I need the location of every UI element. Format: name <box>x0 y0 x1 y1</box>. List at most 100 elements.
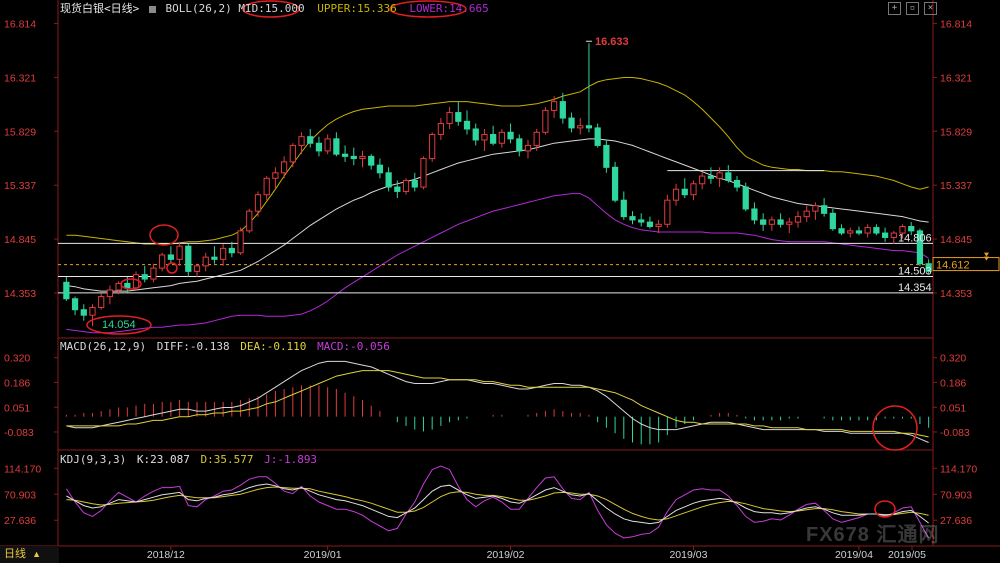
candle-down <box>611 166 619 201</box>
candle-up <box>272 172 279 179</box>
candle-down <box>455 112 462 122</box>
macd-dea-line <box>66 370 929 438</box>
candle-down <box>167 254 174 260</box>
price-tick-label-right: 15.829 <box>940 126 972 138</box>
candle-down <box>881 232 889 238</box>
candle-down <box>124 282 131 289</box>
candle-down <box>463 120 471 130</box>
candle-down <box>333 138 340 155</box>
macd-value: MACD:-0.056 <box>317 340 390 353</box>
kdj-k-line <box>66 483 929 525</box>
candle-up <box>115 282 122 291</box>
candle-up <box>254 194 262 212</box>
candle-down <box>472 128 479 141</box>
boll-mid: MID:15.000 <box>238 2 305 15</box>
candle-up <box>672 188 680 201</box>
candle-down <box>376 164 384 174</box>
pin-icon[interactable]: + <box>888 2 901 15</box>
candle-up <box>899 225 906 234</box>
candle-down <box>646 221 654 227</box>
candle-up <box>159 254 166 269</box>
candle-down <box>742 186 749 210</box>
candle-up <box>106 289 114 298</box>
macd-tick-label-left: 0.186 <box>4 377 30 389</box>
candle-down <box>228 247 235 254</box>
price-tag-arrow-icon <box>984 252 989 261</box>
kdj-k: K:23.087 <box>136 453 190 466</box>
kdj-j: J:-1.893 <box>264 453 318 466</box>
date-label: 2018/12 <box>147 549 185 561</box>
price-tick-label-left: 14.353 <box>4 288 36 300</box>
boll-lower-line <box>66 193 929 334</box>
date-label: 2019/02 <box>487 549 525 561</box>
boll-lower: LOWER:14.665 <box>409 2 489 15</box>
kdj-d: D:35.577 <box>200 453 254 466</box>
highlight-ellipse-lower <box>389 0 467 18</box>
window-controls: + ▫ × <box>888 2 937 15</box>
close-icon[interactable]: × <box>924 2 937 15</box>
candle-up <box>420 158 427 188</box>
period-selector[interactable]: 日线 ▲ <box>0 546 59 563</box>
price-tick-label-left: 15.337 <box>4 180 36 192</box>
price-tick-label-left: 14.845 <box>4 234 36 246</box>
candle-down <box>751 208 758 221</box>
candle-up <box>132 274 140 289</box>
kdj-d-line <box>66 486 929 521</box>
candle-up <box>890 232 897 238</box>
macd-diff-line <box>66 360 929 443</box>
axes: 16.814 16.814 16.321 16.321 15.829 15.829 15.3… <box>4 18 977 561</box>
macd-tick-label-right: 0.320 <box>940 353 966 365</box>
candle-up <box>429 133 436 160</box>
candle-down <box>71 298 79 311</box>
date-label: 2019/04 <box>835 549 873 561</box>
candle-down <box>559 101 566 119</box>
candle-up <box>437 123 444 135</box>
highlight-circle-macd <box>872 405 918 451</box>
current-price-tag <box>932 257 1000 272</box>
macd-label: MACD(26,12,9) <box>60 340 147 353</box>
candle-down <box>307 136 314 144</box>
candle-up <box>359 155 366 160</box>
price-tick-label-right: 16.814 <box>940 18 972 30</box>
candle-up <box>655 223 662 227</box>
candle-down <box>350 155 357 160</box>
candle-up <box>498 131 505 144</box>
price-tick-label-left: 16.321 <box>4 72 36 84</box>
candle-down <box>63 281 70 300</box>
candle-down <box>490 133 497 144</box>
candle-down <box>594 127 601 146</box>
current-price-label: 14.612 <box>936 260 970 272</box>
macd-diff: DIFF:-0.138 <box>156 340 230 353</box>
candle-down <box>916 230 924 265</box>
candle-down <box>725 172 732 181</box>
candle-up <box>577 125 584 129</box>
candle-down <box>620 199 627 218</box>
macd-dea: DEA:-0.110 <box>240 340 307 353</box>
candle-down <box>603 144 610 168</box>
candle-down <box>185 245 192 272</box>
support-resistance-levels <box>58 170 933 294</box>
restore-icon[interactable]: ▫ <box>906 2 919 15</box>
date-label: 2019/01 <box>304 549 342 561</box>
price-tick-label-right: 14.845 <box>940 234 972 246</box>
candle-up <box>402 179 410 192</box>
candle-up <box>847 230 854 234</box>
candle-down <box>141 274 148 280</box>
candle-down <box>385 172 392 188</box>
candle-up <box>289 144 296 163</box>
candles <box>63 43 932 327</box>
panel-square-icon[interactable] <box>148 5 156 13</box>
macd-tick-label-left: 0.320 <box>4 353 30 365</box>
candle-up <box>664 199 671 225</box>
candle-down <box>211 256 218 260</box>
candle-down <box>315 142 323 152</box>
macd-tick-label-right: 0.051 <box>940 402 966 414</box>
macd-tick-label-left: -0.083 <box>4 427 34 439</box>
candle-up <box>202 256 209 267</box>
boll-upper: UPPER:15.336 <box>317 2 397 15</box>
candle-down <box>629 216 636 221</box>
candle-down <box>681 188 688 196</box>
candle-up <box>794 216 802 223</box>
candle-up <box>263 177 270 196</box>
